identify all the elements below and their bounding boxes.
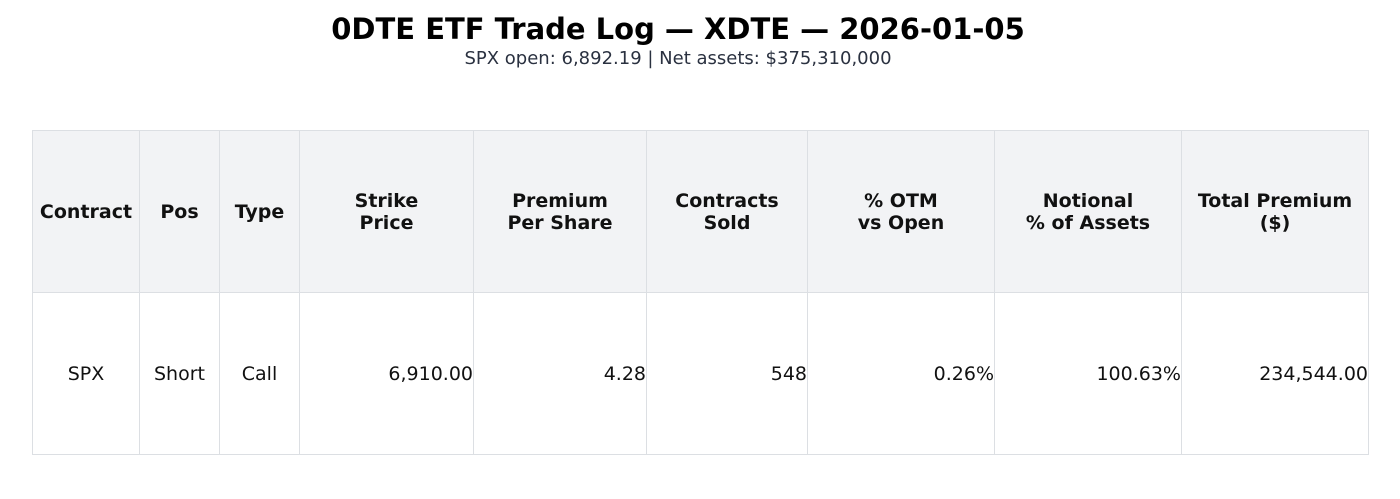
table-row: SPX Short Call 6,910.00 4.28 548 0.26% 1…: [32, 292, 1369, 455]
cell-pos: Short: [139, 292, 220, 455]
cell-strike-price: 6,910.00: [299, 292, 474, 455]
header-notional-assets: Notional % of Assets: [994, 130, 1182, 293]
header-pos: Pos: [139, 130, 220, 293]
header-premium-per-share: Premium Per Share: [473, 130, 647, 293]
cell-otm-vs-open: 0.26%: [807, 292, 995, 455]
header-type: Type: [219, 130, 300, 293]
cell-total-premium: 234,544.00: [1181, 292, 1369, 455]
trade-log-table: Contract Pos Type Strike Price Premium P…: [32, 130, 1369, 455]
page-title: 0DTE ETF Trade Log — XDTE — 2026-01-05: [331, 12, 1025, 46]
cell-premium-per-share: 4.28: [473, 292, 647, 455]
table-header-row: Contract Pos Type Strike Price Premium P…: [32, 130, 1369, 293]
page-subtitle: SPX open: 6,892.19 | Net assets: $375,31…: [464, 48, 892, 69]
cell-contracts-sold: 548: [646, 292, 808, 455]
cell-contract: SPX: [32, 292, 140, 455]
cell-notional-assets: 100.63%: [994, 292, 1182, 455]
header-total-premium: Total Premium ($): [1181, 130, 1369, 293]
cell-type: Call: [219, 292, 300, 455]
header-contracts-sold: Contracts Sold: [646, 130, 808, 293]
header-strike-price: Strike Price: [299, 130, 474, 293]
header-otm-vs-open: % OTM vs Open: [807, 130, 995, 293]
header-contract: Contract: [32, 130, 140, 293]
